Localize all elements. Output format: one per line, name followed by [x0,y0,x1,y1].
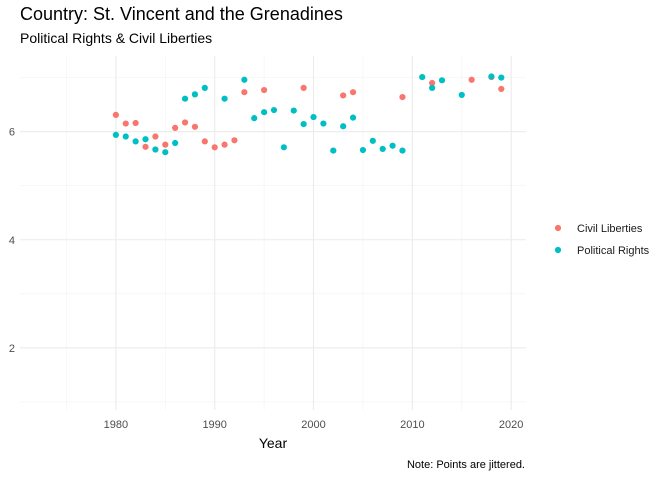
data-point [379,145,386,153]
data-point [429,79,436,87]
data-point [221,141,228,148]
data-point [261,86,268,94]
data-point [142,143,149,150]
y-tick-label: 6 [9,127,15,139]
data-point [122,120,129,127]
x-tick-label: 2000 [301,419,325,431]
y-tick-label: 2 [9,343,15,355]
data-point [152,133,159,140]
data-point [359,146,367,154]
data-point [162,149,169,156]
y-tick-label: 4 [9,235,15,247]
data-point [310,113,317,121]
data-point [468,76,475,83]
data-point [349,114,357,121]
data-point [498,85,505,93]
data-point [389,142,396,149]
data-point [191,123,199,130]
data-point [172,139,179,147]
data-point [181,95,189,102]
x-tick-label: 2020 [499,419,523,431]
x-tick-label: 1980 [104,419,128,431]
legend-label: Civil Liberties [577,223,643,235]
data-point [300,120,307,128]
data-point [112,111,119,119]
data-point [241,89,248,96]
data-point [270,106,278,114]
data-point [181,119,189,126]
data-point [221,95,228,102]
data-point [132,138,139,145]
data-point [142,136,149,143]
data-point [162,141,169,148]
data-points [112,73,505,156]
data-point [251,115,258,122]
data-point [340,92,347,99]
data-point [261,109,268,116]
data-point [191,91,199,98]
axis-ticks: 1980 1990 2000 2010 2020 2 4 6 [9,127,524,431]
data-point [122,133,129,140]
chart-caption: Note: Points are jittered. [406,459,525,471]
data-point [340,123,347,130]
x-tick-label: 2010 [400,419,424,431]
legend-key [554,224,562,232]
data-point [201,138,208,145]
data-point [369,137,376,144]
data-point [330,147,337,154]
data-point [280,144,287,151]
legend: Civil Liberties Political Rights [554,223,650,257]
chart-subtitle: Political Rights & Civil Liberties [20,30,213,46]
chart-title: Country: St. Vincent and the Grenadines [20,4,343,24]
data-point [241,76,248,83]
data-point [399,147,406,154]
x-tick-label: 1990 [202,419,226,431]
data-point [300,84,307,91]
legend-key [554,246,562,254]
data-point [498,74,505,81]
data-point [112,131,119,139]
data-point [320,120,327,127]
data-point [201,84,208,91]
data-point [488,73,495,80]
x-axis-label: Year [258,435,288,451]
data-point [349,89,357,96]
data-point [211,144,218,151]
data-point [152,146,159,153]
data-point [419,73,426,81]
data-point [458,91,465,99]
data-point [399,93,406,101]
data-point [172,124,179,131]
legend-label: Political Rights [577,245,650,257]
data-point [231,137,238,144]
data-point [290,107,297,114]
data-point [429,84,436,91]
data-point [438,77,446,84]
data-point [132,119,139,127]
